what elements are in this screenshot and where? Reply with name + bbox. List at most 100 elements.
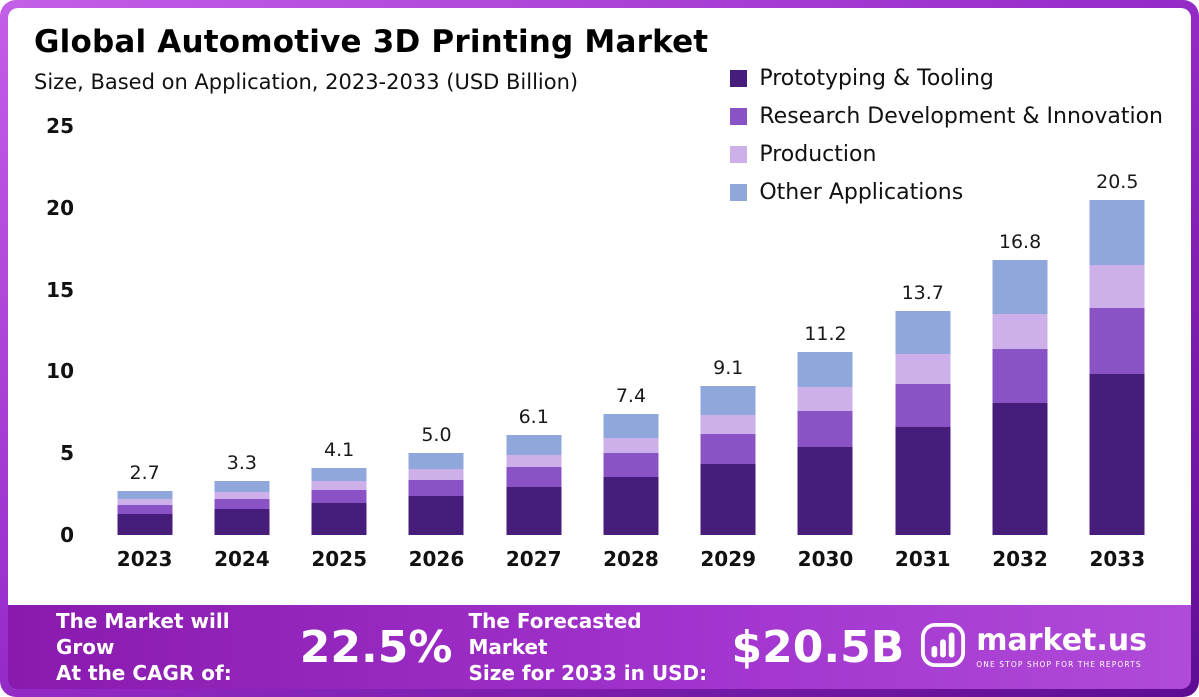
y-tick-label: 15 bbox=[46, 277, 74, 302]
bar-segment bbox=[1089, 374, 1145, 535]
x-axis-label: 2029 bbox=[700, 547, 757, 571]
bar-column: 9.1 bbox=[680, 126, 777, 535]
forecast-label-line1: The Forecasted Market bbox=[468, 609, 642, 659]
bar-segment bbox=[1089, 308, 1145, 375]
forecast-label-line2: Size for 2033 in USD: bbox=[468, 661, 708, 685]
bar-segment bbox=[408, 469, 464, 480]
cagr-value: 22.5% bbox=[299, 621, 453, 673]
bar-segment bbox=[214, 509, 270, 535]
plot-area: 2.7 3.3 4.1 5.0 6.1 7.4 9.1 11.2 13.7 16.8 20.5 bbox=[96, 126, 1166, 535]
bar-value-label: 20.5 bbox=[1096, 170, 1139, 193]
legend-swatch-icon bbox=[730, 184, 748, 201]
stacked-bar bbox=[214, 481, 270, 535]
bar-segment bbox=[700, 386, 756, 416]
forecast-value: $20.5B bbox=[731, 621, 905, 673]
bar-segment bbox=[408, 453, 464, 470]
bar-segment bbox=[700, 434, 756, 464]
bar-column: 6.1 bbox=[485, 126, 582, 535]
bar-segment bbox=[603, 437, 659, 454]
bar-column: 3.3 bbox=[193, 126, 290, 535]
bar-segment bbox=[895, 354, 951, 384]
bar-value-label: 4.1 bbox=[324, 438, 355, 461]
bar-segment bbox=[311, 481, 367, 490]
bar-column: 11.2 bbox=[777, 126, 874, 535]
bar-value-label: 11.2 bbox=[804, 322, 847, 345]
bar-segment bbox=[214, 481, 270, 492]
bar-segment bbox=[992, 260, 1048, 314]
bar-segment bbox=[311, 489, 367, 503]
bar-column: 2.7 bbox=[96, 126, 193, 535]
y-tick-label: 25 bbox=[46, 114, 74, 138]
bar-segment bbox=[506, 487, 562, 535]
legend-item: Research Development & Innovation bbox=[730, 104, 1163, 129]
chart-title: Global Automotive 3D Printing Market bbox=[34, 24, 709, 60]
bar-segment bbox=[992, 313, 1048, 350]
marketus-logo-text: market.us bbox=[976, 622, 1147, 658]
stacked-bar bbox=[311, 467, 367, 535]
bar-column: 20.5 bbox=[1069, 126, 1166, 535]
marketus-logo-tagline: ONE STOP SHOP FOR THE REPORTS bbox=[976, 659, 1142, 669]
x-axis-label: 2032 bbox=[992, 547, 1048, 571]
stacked-bar bbox=[992, 260, 1048, 535]
stacked-bar bbox=[1089, 199, 1145, 535]
x-axis-label: 2027 bbox=[505, 547, 562, 571]
bar-segment bbox=[311, 467, 367, 482]
bar-value-label: 2.7 bbox=[129, 461, 160, 484]
bar-segment bbox=[506, 467, 562, 488]
bar-segment bbox=[117, 499, 173, 506]
forecast-label: The Forecasted Market Size for 2033 in U… bbox=[468, 608, 715, 686]
bar-segment bbox=[895, 310, 951, 355]
legend-label: Other Applications bbox=[759, 180, 964, 205]
bar-value-label: 7.4 bbox=[615, 384, 647, 407]
bar-segment bbox=[117, 513, 173, 535]
bar-segment bbox=[506, 435, 562, 455]
y-tick-label: 5 bbox=[60, 441, 74, 466]
x-axis-label: 2033 bbox=[1089, 547, 1146, 571]
legend-item: Other Applications bbox=[730, 180, 1163, 205]
y-tick-label: 10 bbox=[46, 359, 74, 384]
stacked-bar bbox=[408, 453, 464, 535]
legend-swatch-icon bbox=[730, 146, 748, 163]
x-axis-label: 2023 bbox=[116, 547, 173, 571]
bar-segment bbox=[797, 447, 853, 535]
bar-segment bbox=[117, 505, 173, 514]
bar-value-label: 3.3 bbox=[226, 452, 257, 475]
bar-segment bbox=[603, 413, 659, 438]
marketus-logo-icon bbox=[920, 622, 966, 672]
bar-column: 16.8 bbox=[971, 126, 1068, 535]
stacked-bar bbox=[117, 490, 173, 535]
bar-segment bbox=[117, 490, 173, 500]
bar-segment bbox=[797, 411, 853, 447]
stacked-bar bbox=[797, 351, 853, 535]
bar-value-label: 6.1 bbox=[518, 406, 549, 429]
legend-label: Prototyping & Tooling bbox=[759, 66, 994, 91]
stacked-bar bbox=[700, 386, 756, 535]
marketus-logo-textblock: market.us ONE STOP SHOP FOR THE REPORTS bbox=[976, 622, 1147, 669]
bar-column: 13.7 bbox=[874, 126, 971, 535]
x-axis-label: 2024 bbox=[214, 547, 270, 571]
cagr-label-line1: The Market will Grow bbox=[56, 609, 230, 659]
x-axis-label: 2025 bbox=[311, 547, 367, 571]
x-axis: 2023 2024 2025 2026 2027 2028 2029 2030 2031 2032… bbox=[96, 547, 1166, 577]
bar-segment bbox=[1089, 264, 1145, 309]
bar-value-label: 13.7 bbox=[901, 281, 944, 304]
bar-segment bbox=[700, 463, 756, 535]
legend-swatch-icon bbox=[730, 108, 748, 125]
x-axis-label: 2028 bbox=[603, 547, 659, 571]
bar-segment bbox=[1089, 199, 1145, 265]
bar-segment bbox=[214, 498, 270, 510]
bar-segment bbox=[214, 491, 270, 499]
bar-value-label: 5.0 bbox=[421, 424, 452, 447]
chart-card: Global Automotive 3D Printing Market Siz… bbox=[8, 8, 1191, 605]
bar-segment bbox=[603, 476, 659, 535]
y-tick-label: 20 bbox=[46, 195, 74, 220]
bar-segment bbox=[408, 479, 464, 496]
chart-subtitle: Size, Based on Application, 2023-2033 (U… bbox=[34, 70, 579, 94]
bar-value-label: 16.8 bbox=[998, 231, 1042, 254]
stacked-bar bbox=[895, 310, 951, 535]
bar-segment bbox=[895, 427, 951, 535]
legend-item: Production bbox=[730, 142, 1163, 167]
bar-segment bbox=[992, 349, 1048, 404]
bar-segment bbox=[895, 383, 951, 428]
